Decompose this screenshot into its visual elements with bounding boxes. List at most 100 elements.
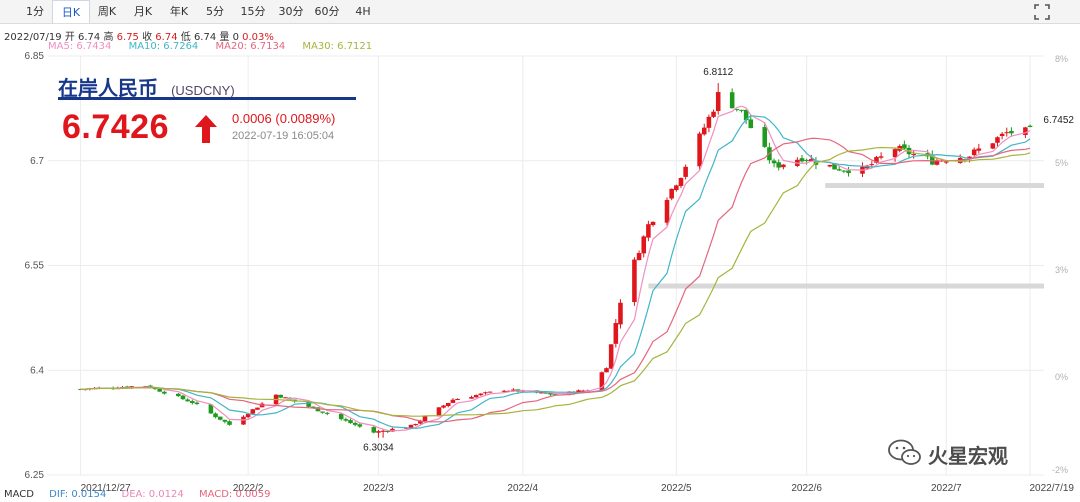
price-change: 0.0006 (0.0089%) [232, 111, 336, 126]
candle-body [245, 414, 251, 418]
candle-body [320, 411, 325, 413]
macd-dif: DIF: 0.0154 [49, 489, 107, 500]
x-tick-label: 2022/4 [507, 483, 538, 494]
candle-body [227, 421, 232, 425]
x-tick-label: 2022/2 [233, 483, 264, 494]
right-pct-tick-label: -2% [1052, 465, 1068, 475]
tab-yearly-k[interactable]: 年K [169, 5, 189, 18]
candle-body [715, 92, 721, 112]
candle-body [911, 153, 916, 155]
y-tick-label: 6.7 [30, 156, 44, 167]
candle-body [729, 92, 735, 109]
candle-body [348, 420, 353, 424]
candle-body [976, 148, 982, 151]
candle-body [739, 109, 744, 111]
candle-body [1009, 130, 1014, 134]
candle-body [832, 163, 837, 170]
candle-body [943, 161, 949, 163]
candle-body [878, 156, 884, 158]
candle-body [841, 170, 847, 172]
fullscreen-icon[interactable] [1034, 4, 1050, 20]
candle-body [697, 133, 702, 167]
pct-change-value: 0.03% [242, 32, 274, 43]
tab-1min[interactable]: 1分 [26, 5, 44, 18]
candle-body [804, 159, 809, 161]
candle-body [995, 137, 1000, 143]
x-tick-label: 2022/3 [363, 483, 394, 494]
candle-body [176, 393, 181, 397]
x-tick-label: 2022/5 [661, 483, 692, 494]
candle-body [678, 177, 684, 186]
candle-body [343, 419, 349, 421]
candle-body [576, 390, 581, 394]
candle-body [222, 419, 228, 422]
extreme-value-label: 6.3034 [363, 443, 394, 454]
ma30-line [80, 146, 1031, 417]
title-underline [58, 97, 356, 100]
candle-body [478, 393, 484, 396]
tab-60min[interactable]: 60分 [314, 5, 340, 18]
candle-body [934, 160, 940, 165]
candle-body [217, 416, 223, 420]
tab-30min[interactable]: 30分 [278, 5, 304, 18]
ma5-label: MA5: 6.7434 [48, 41, 112, 52]
candle-body [357, 424, 363, 427]
candle-body [827, 164, 833, 167]
right-pct-tick-label: 3% [1055, 265, 1068, 275]
ohlc-readout: 2022/07/19 开 6.74 高 6.75 收 6.74 低 6.74 量… [4, 28, 274, 43]
macd-title: MACD [4, 489, 34, 500]
annotations-layer: 6.8112 6.3034 6.7452 [363, 67, 1074, 454]
candle-body [580, 390, 586, 392]
candle-body [311, 406, 316, 408]
candle-body [511, 389, 516, 391]
candle-body [450, 399, 456, 403]
candle-body [376, 431, 381, 433]
x-tick-label: 2022/7 [931, 483, 962, 494]
candle-body [1027, 125, 1033, 128]
low-value: 6.74 [193, 32, 217, 43]
open-label: 开 [64, 32, 75, 43]
axis-labels: 6.85 6.7 6.55 6.4 6.25 8% 5% 3% 0% -2% 2021/12/27 2… [25, 51, 1075, 494]
candle-body [180, 395, 186, 400]
tab-daily-k[interactable]: 日K [52, 0, 90, 23]
candle-body [385, 430, 391, 432]
tab-4h[interactable]: 4H [355, 5, 371, 18]
tab-monthly-k[interactable]: 月K [133, 5, 153, 18]
candle-body [124, 386, 130, 388]
high-label: 高 [103, 32, 114, 43]
candle-body [836, 169, 842, 171]
candle-body [641, 236, 647, 254]
candle-body [846, 170, 851, 174]
candle-body [990, 143, 996, 149]
low-label: 低 [180, 32, 191, 43]
tab-5min[interactable]: 5分 [206, 5, 224, 18]
ma20-line [80, 137, 1031, 423]
candle-body [618, 302, 623, 325]
tab-15min[interactable]: 15分 [240, 5, 266, 18]
candle-body [306, 401, 311, 407]
candle-body [543, 392, 549, 394]
candle-body [469, 397, 474, 399]
volume-label: 量 [219, 32, 230, 43]
candle-body [241, 416, 246, 425]
candle-body [324, 412, 330, 414]
candle-body [352, 422, 358, 425]
candle-body [650, 221, 656, 226]
tab-weekly-k[interactable]: 周K [97, 5, 117, 18]
candle-body [78, 389, 83, 391]
candle-body [278, 394, 283, 398]
candle-body [213, 413, 218, 418]
candle-body [734, 108, 740, 110]
candle-body [371, 427, 377, 433]
candles-layer [78, 83, 1033, 438]
instrument-name: 在岸人民币 [58, 76, 158, 100]
candle-body [390, 428, 395, 432]
reference-level-band [825, 183, 1044, 189]
x-tick-label: 2022/6 [791, 483, 822, 494]
instrument-title: 在岸人民币 (USDCNY) [58, 72, 358, 101]
close-label: 收 [142, 32, 153, 43]
ma-legend: MA5: 6.7434 MA10: 6.7264 MA20: 6.7134 MA… [48, 41, 386, 52]
watermark-text: 火星宏观 [928, 444, 1008, 468]
ohlc-date: 2022/07/19 [4, 32, 62, 43]
